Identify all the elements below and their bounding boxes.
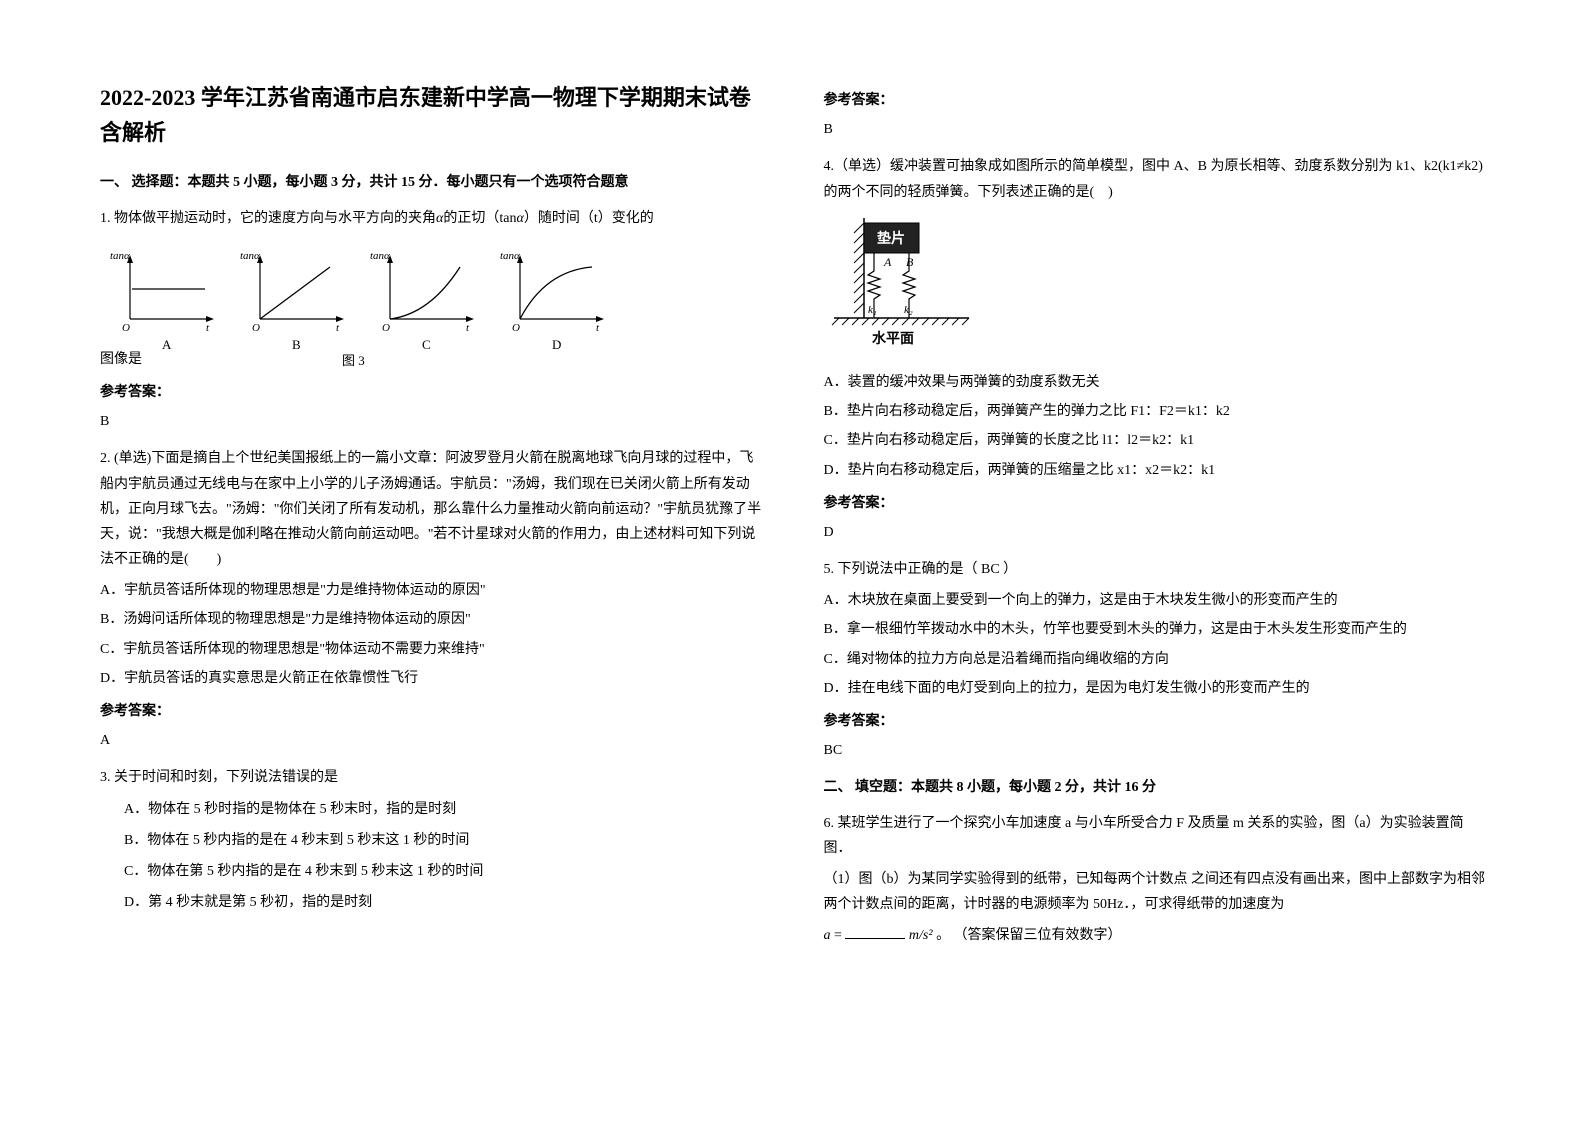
svg-text:A: A: [883, 255, 892, 269]
q5-opt-d: D．挂在电线下面的电灯受到向上的拉力，是因为电灯发生微小的形变而产生的: [824, 676, 1488, 701]
q6-text: 6. 某班学生进行了一个探究小车加速度 a 与小车所受合力 F 及质量 m 关系…: [824, 811, 1488, 861]
q6-formula-eq: =: [831, 928, 846, 943]
q5-opt-a: A．木块放在桌面上要受到一个向上的弹力，这是由于木块发生微小的形变而产生的: [824, 588, 1488, 613]
svg-text:t: t: [466, 322, 470, 334]
q1-text-mid: 的正切（tan: [443, 211, 516, 226]
q3-opt-c: C．物体在第 5 秒内指的是在 4 秒末到 5 秒末这 1 秒的时间: [100, 859, 764, 884]
question-4: 4.（单选）缓冲装置可抽象成如图所示的简单模型，图中 A、B 为原长相等、劲度系…: [824, 154, 1488, 545]
q4-figure: 垫片 A B k₁ k₂: [824, 213, 1488, 362]
q6-formula: a = m/s² 。 （答案保留三位有效数字）: [824, 923, 1488, 948]
q6-part1-tail: 。 （答案保留三位有效数字）: [936, 928, 1122, 943]
svg-text:O: O: [252, 322, 260, 334]
svg-text:t: t: [596, 322, 600, 334]
q3-answer-label: 参考答案：: [824, 88, 1488, 113]
q6-formula-unit: m/s²: [909, 928, 933, 943]
svg-text:垫片: 垫片: [877, 230, 905, 247]
svg-text:B: B: [906, 255, 914, 269]
q4-opt-c: C．垫片向右移动稳定后，两弹簧的长度之比 l1：l2＝k2：k1: [824, 428, 1488, 453]
q1-answer: B: [100, 409, 764, 434]
q1-figure-label: 图 3: [342, 349, 365, 372]
exam-title: 2022-2023 学年江苏省南通市启东建新中学高一物理下学期期末试卷含解析: [100, 80, 764, 150]
question-3: 3. 关于时间和时刻，下列说法错误的是 A．物体在 5 秒时指的是物体在 5 秒…: [100, 765, 764, 915]
svg-text:k₁: k₁: [868, 304, 877, 316]
q3-answer: B: [824, 117, 1488, 142]
q3-opt-d: D．第 4 秒末就是第 5 秒初，指的是时刻: [100, 890, 764, 915]
svg-text:A: A: [162, 337, 172, 352]
svg-text:O: O: [382, 322, 390, 334]
q5-answer: BC: [824, 738, 1488, 763]
q6-part1: （1）图（b）为某同学实验得到的纸带，已知每两个计数点 之间还有四点没有画出来，…: [824, 867, 1488, 917]
q1-tail-word: 图像是: [100, 347, 142, 372]
q2-answer-label: 参考答案：: [100, 699, 764, 724]
q6-formula-var: a: [824, 928, 831, 943]
svg-text:O: O: [512, 322, 520, 334]
q1-answer-label: 参考答案：: [100, 380, 764, 405]
svg-text:tanα: tanα: [500, 250, 520, 262]
svg-text:t: t: [206, 322, 210, 334]
section1-header: 一、 选择题：本题共 5 小题，每小题 3 分，共计 15 分．每小题只有一个选…: [100, 170, 764, 195]
q4-answer: D: [824, 520, 1488, 545]
svg-text:tanα: tanα: [370, 250, 390, 262]
svg-text:t: t: [336, 322, 340, 334]
q5-opt-c: C．绳对物体的拉力方向总是沿着绳而指向绳收缩的方向: [824, 647, 1488, 672]
svg-text:D: D: [552, 337, 561, 352]
q6-blank: [845, 925, 905, 939]
question-6: 6. 某班学生进行了一个探究小车加速度 a 与小车所受合力 F 及质量 m 关系…: [824, 811, 1488, 949]
q3-text: 3. 关于时间和时刻，下列说法错误的是: [100, 765, 764, 790]
q4-text: 4.（单选）缓冲装置可抽象成如图所示的简单模型，图中 A、B 为原长相等、劲度系…: [824, 154, 1488, 204]
q3-opt-a: A．物体在 5 秒时指的是物体在 5 秒末时，指的是时刻: [100, 797, 764, 822]
q5-text: 5. 下列说法中正确的是（ BC ）: [824, 557, 1488, 582]
q2-text: 2. (单选)下面是摘自上个世纪美国报纸上的一篇小文章：阿波罗登月火箭在脱离地球…: [100, 446, 764, 572]
svg-text:k₂: k₂: [904, 304, 913, 316]
q2-opt-c: C．宇航员答话所体现的物理思想是"物体运动不需要力来维持": [100, 637, 764, 662]
svg-text:tanα: tanα: [110, 250, 130, 262]
q4-spring-svg: 垫片 A B k₁ k₂: [824, 213, 984, 353]
q5-opt-b: B．拿一根细竹竿拨动水中的木头，竹竿也要受到木头的弹力，这是由于木头发生形变而产…: [824, 617, 1488, 642]
svg-text:B: B: [292, 337, 301, 352]
q3-opt-b: B．物体在 5 秒内指的是在 4 秒末到 5 秒末这 1 秒的时间: [100, 828, 764, 853]
q4-opt-d: D．垫片向右移动稳定后，两弹簧的压缩量之比 x1：x2＝k2：k1: [824, 458, 1488, 483]
q1-text-after-paren: ）随时间（t）变化的: [524, 211, 654, 226]
question-5: 5. 下列说法中正确的是（ BC ） A．木块放在桌面上要受到一个向上的弹力，这…: [824, 557, 1488, 763]
q1-text-before: 1. 物体做平抛运动时，它的速度方向与水平方向的夹角: [100, 211, 436, 226]
q4-opt-a: A．装置的缓冲效果与两弹簧的劲度系数无关: [824, 370, 1488, 395]
q2-opt-a: A．宇航员答话所体现的物理思想是"力是维持物体运动的原因": [100, 578, 764, 603]
section2-header: 二、 填空题：本题共 8 小题，每小题 2 分，共计 16 分: [824, 775, 1488, 800]
q4-opt-b: B．垫片向右移动稳定后，两弹簧产生的弹力之比 F1：F2＝k1：k2: [824, 399, 1488, 424]
question-1: 1. 物体做平抛运动时，它的速度方向与水平方向的夹角α的正切（tanα）随时间（…: [100, 206, 764, 435]
svg-text:水平面: 水平面: [872, 330, 914, 347]
svg-text:tanα: tanα: [240, 250, 260, 262]
svg-text:C: C: [422, 337, 431, 352]
q5-answer-label: 参考答案：: [824, 709, 1488, 734]
q4-answer-label: 参考答案：: [824, 491, 1488, 516]
q2-answer: A: [100, 728, 764, 753]
q1-text: 1. 物体做平抛运动时，它的速度方向与水平方向的夹角α的正切（tanα）随时间（…: [100, 206, 764, 231]
q2-opt-d: D．宇航员答话的真实意思是火箭正在依靠惯性飞行: [100, 666, 764, 691]
q1-figure: tanα O t A tanα: [100, 239, 764, 372]
q2-opt-b: B．汤姆问话所体现的物理思想是"力是维持物体运动的原因": [100, 607, 764, 632]
question-2: 2. (单选)下面是摘自上个世纪美国报纸上的一篇小文章：阿波罗登月火箭在脱离地球…: [100, 446, 764, 753]
svg-text:O: O: [122, 322, 130, 334]
q1-graphs-svg: tanα O t A tanα: [100, 239, 620, 359]
